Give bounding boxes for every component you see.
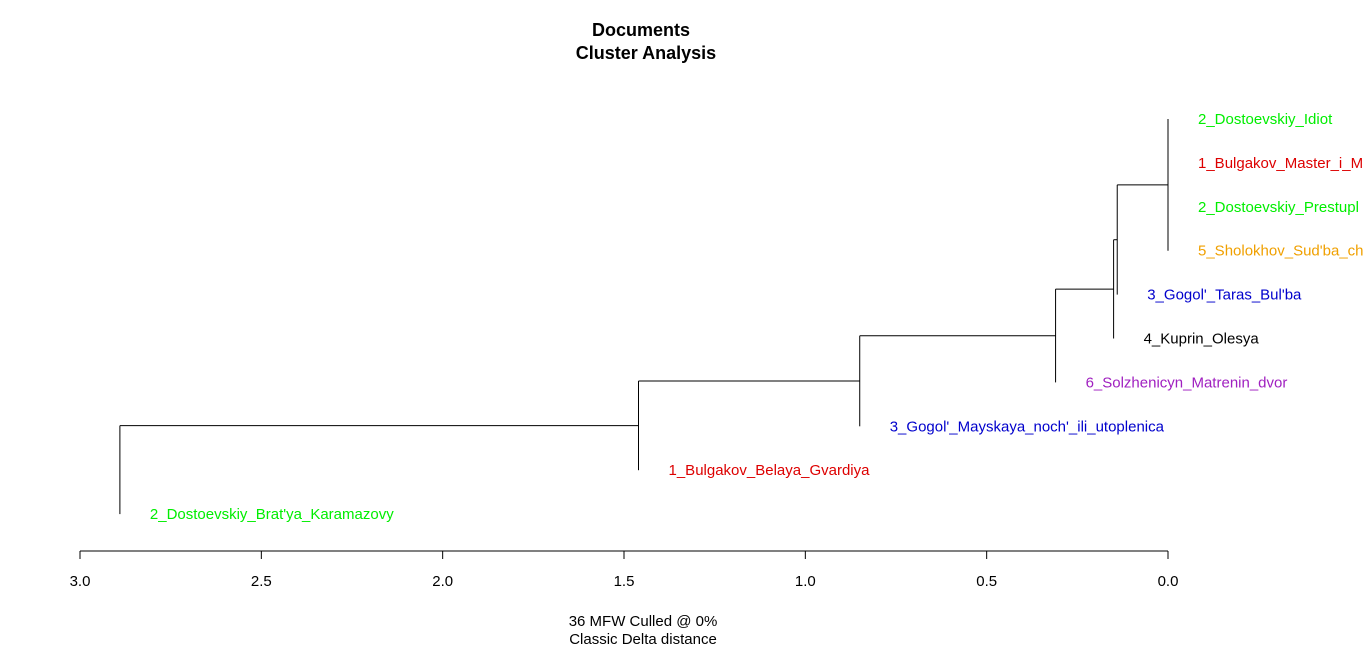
chart-title-line-1: Documents (592, 20, 690, 40)
leaf-label: 6_Solzhenicyn_Matrenin_dvor (1086, 374, 1288, 391)
leaf-label: 4_Kuprin_Olesya (1144, 331, 1260, 348)
leaf-labels: 2_Dostoevskiy_Idiot 1_Bulgakov_Master_i_M… (150, 111, 1364, 523)
dendrogram-tree (119, 119, 1169, 515)
x-tick-label: 2.5 (251, 573, 272, 590)
x-tick-label: 3.0 (70, 573, 91, 590)
chart-title-line-2: Cluster Analysis (576, 43, 716, 63)
x-tick-label: 0.5 (976, 573, 997, 590)
x-tick-label: 1.5 (614, 573, 635, 590)
x-tick-label: 0.0 (1158, 573, 1179, 590)
leaf-label: 2_Dostoevskiy_Idiot (1198, 111, 1333, 128)
x-tick-label: 1.0 (795, 573, 816, 590)
x-axis-label-line-2: Classic Delta distance (569, 631, 717, 648)
leaf-label: 5_Sholokhov_Sud'ba_ch (1198, 243, 1364, 260)
x-axis-label-line-1: 36 MFW Culled @ 0% (569, 613, 718, 630)
leaf-label: 1_Bulgakov_Master_i_M (1198, 155, 1363, 172)
leaf-label: 1_Bulgakov_Belaya_Gvardiya (669, 462, 871, 479)
x-axis: 3.0 2.5 2.0 1.5 1.0 0.5 0.0 (70, 550, 1179, 590)
leaf-label: 3_Gogol'_Mayskaya_noch'_ili_utoplenica (890, 418, 1165, 435)
leaf-label: 2_Dostoevskiy_Prestupl (1198, 199, 1359, 216)
leaf-label: 2_Dostoevskiy_Brat'ya_Karamazovy (150, 506, 394, 523)
x-tick-label: 2.0 (432, 573, 453, 590)
leaf-label: 3_Gogol'_Taras_Bul'ba (1147, 287, 1302, 304)
